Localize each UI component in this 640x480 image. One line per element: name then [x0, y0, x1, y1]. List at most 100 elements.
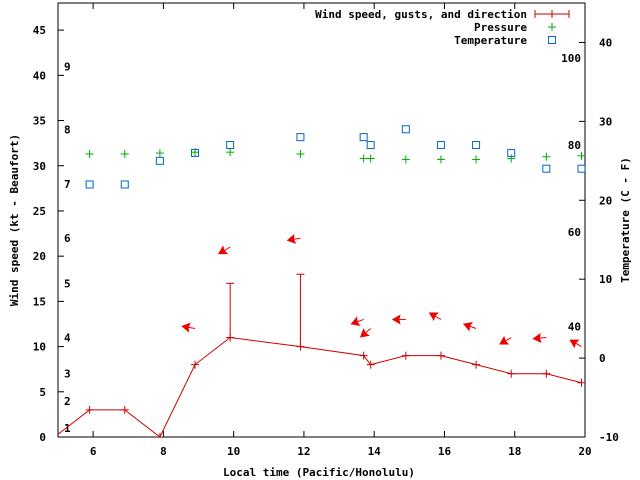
wind-speed-point	[359, 351, 368, 360]
wind-speed-point	[155, 433, 164, 437]
wind-direction-arrow-head	[428, 312, 439, 322]
x-axis-label: Local time (Pacific/Honolulu)	[223, 466, 415, 479]
pressure-point	[155, 149, 164, 158]
x-tick-label: 12	[297, 445, 310, 458]
x-tick-label: 16	[438, 445, 452, 458]
wind-direction-arrow	[391, 314, 406, 325]
beaufort-label: 1	[64, 422, 71, 435]
beaufort-label: 8	[64, 124, 71, 137]
y-tick-label: 15	[33, 295, 46, 308]
axis-tick-labels: 6 8 10 12 14 16 18 20051015202530354045-1001020…	[33, 24, 619, 458]
x-tick-label: 18	[508, 445, 521, 458]
y2-axis-label: Temperature (C - F)	[619, 157, 632, 283]
y-tick-label: 45	[33, 24, 46, 37]
y-tick-label: 35	[33, 115, 46, 128]
temperature-point	[120, 180, 129, 189]
pressure-point	[577, 151, 585, 160]
pressure-point	[366, 154, 375, 163]
wind-direction-arrow	[428, 312, 442, 322]
wind-direction-arrow-head	[391, 314, 401, 325]
y2-tick-label: -10	[599, 431, 619, 444]
wind-speed-point	[436, 351, 445, 360]
beaufort-label: 7	[64, 178, 71, 191]
y-tick-label: 25	[33, 205, 46, 218]
temperature-point	[359, 133, 368, 142]
y-tick-label: 40	[33, 69, 46, 82]
plot-clipped-group	[58, 125, 585, 437]
y-tick-label: 10	[33, 341, 46, 354]
legend-label-pressure: Pressure	[474, 21, 527, 34]
fahrenheit-label: 60	[568, 226, 581, 239]
wind-direction-arrow-head	[499, 335, 510, 345]
x-tick-label: 10	[227, 445, 240, 458]
wind-direction-arrow	[181, 322, 196, 333]
beaufort-label: 4	[64, 332, 71, 345]
wind-speed-point	[507, 369, 516, 378]
y-tick-label: 30	[33, 160, 46, 173]
y2-tick-label: 0	[599, 352, 606, 365]
wind-direction-arrow	[569, 339, 582, 349]
beaufort-label: 3	[64, 368, 71, 381]
beaufort-label: 9	[64, 60, 71, 73]
temperature-point	[472, 141, 481, 150]
legend-sample-wind	[534, 10, 570, 18]
wind-direction-arrow	[286, 234, 301, 244]
wind-direction-arrow	[462, 321, 477, 332]
wind-direction-arrow	[359, 328, 372, 338]
temperature-point	[542, 164, 551, 173]
legend-label-temperature: Temperature	[454, 34, 527, 47]
pressure-point	[401, 155, 410, 164]
wind-speed-point	[85, 405, 94, 414]
y2-tick-label: 30	[599, 115, 612, 128]
wind-direction-arrow-head	[286, 234, 297, 244]
wind-direction-arrow-head	[532, 333, 542, 343]
temperature-point	[226, 141, 235, 150]
legend-sample-temperature	[548, 36, 556, 44]
plot-frame	[57, 2, 586, 438]
y-tick-label: 0	[39, 431, 46, 444]
legend-label-wind: Wind speed, gusts, and direction	[315, 8, 527, 21]
fahrenheit-label: 100	[561, 52, 581, 65]
temperature-point	[85, 180, 94, 189]
wind-speed-point	[472, 360, 481, 369]
y2-tick-label: 40	[599, 36, 612, 49]
temperature-point	[401, 125, 410, 134]
wind-direction-arrow-head	[350, 316, 361, 326]
legend-sample-pressure	[548, 23, 556, 31]
y-axis-label: Wind speed (kt - Beaufort)	[8, 134, 21, 306]
wind-direction-arrow-head	[359, 328, 370, 338]
temperature-point	[507, 148, 516, 157]
pressure-point	[85, 149, 94, 158]
x-tick-label: 20	[578, 445, 591, 458]
y2-tick-label: 10	[599, 273, 612, 286]
gust-bar	[296, 273, 305, 347]
wind-direction-arrow-head	[218, 245, 229, 255]
beaufort-labels: 1 2 3 4 5 6 7 8 9	[64, 60, 71, 435]
temperature-point	[296, 133, 305, 142]
wind-direction-arrow-head	[181, 322, 191, 333]
pressure-point	[507, 154, 516, 163]
fahrenheit-labels: 20406080100	[561, 52, 581, 333]
wind-speed-point	[191, 360, 200, 369]
plot-content	[58, 125, 585, 437]
temperature-point	[366, 141, 375, 150]
pressure-point	[120, 149, 129, 158]
wind-speed-point	[401, 351, 410, 360]
temperature-point	[191, 148, 200, 157]
pressure-point	[226, 148, 235, 157]
temperature-point	[436, 141, 445, 150]
wind-direction-arrow	[350, 316, 364, 326]
pressure-point	[359, 154, 368, 163]
pressure-point	[296, 149, 305, 158]
pressure-point	[542, 152, 551, 161]
beaufort-label: 6	[64, 232, 71, 245]
gust-bar	[226, 282, 235, 338]
y-tick-label: 5	[39, 386, 46, 399]
beaufort-label: 2	[64, 395, 71, 408]
wind-direction-arrow	[218, 245, 231, 255]
x-tick-label: 6	[90, 445, 97, 458]
x-tick-label: 14	[368, 445, 382, 458]
wind-speed-point	[366, 360, 375, 369]
